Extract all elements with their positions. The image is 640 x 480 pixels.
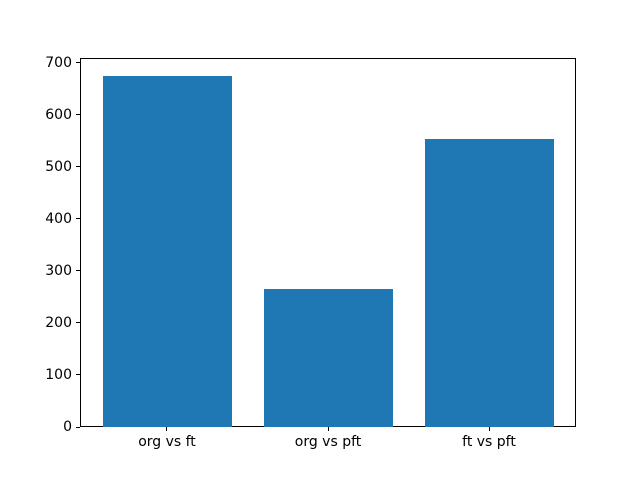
y-tick-mark [76,62,80,63]
y-tick-label: 100 [45,367,72,383]
y-tick-label: 500 [45,159,72,175]
bar [103,76,232,427]
bar [264,289,393,427]
x-tick-mark [166,427,167,431]
bar [425,139,554,427]
y-tick-mark [76,322,80,323]
x-tick-label: org vs pft [294,434,362,450]
y-tick-label: 0 [63,419,72,435]
y-tick-mark [76,218,80,219]
x-tick-label: ft vs pft [462,434,516,450]
y-tick-mark [76,114,80,115]
y-tick-mark [76,166,80,167]
y-tick-label: 300 [45,263,72,279]
y-tick-mark [76,427,80,428]
x-tick-label: org vs ft [138,434,196,450]
y-tick-mark [76,374,80,375]
y-tick-label: 700 [45,55,72,71]
y-tick-mark [76,270,80,271]
y-tick-label: 400 [45,211,72,227]
x-tick-mark [489,427,490,431]
x-tick-mark [328,427,329,431]
y-tick-label: 600 [45,107,72,123]
y-tick-label: 200 [45,315,72,331]
